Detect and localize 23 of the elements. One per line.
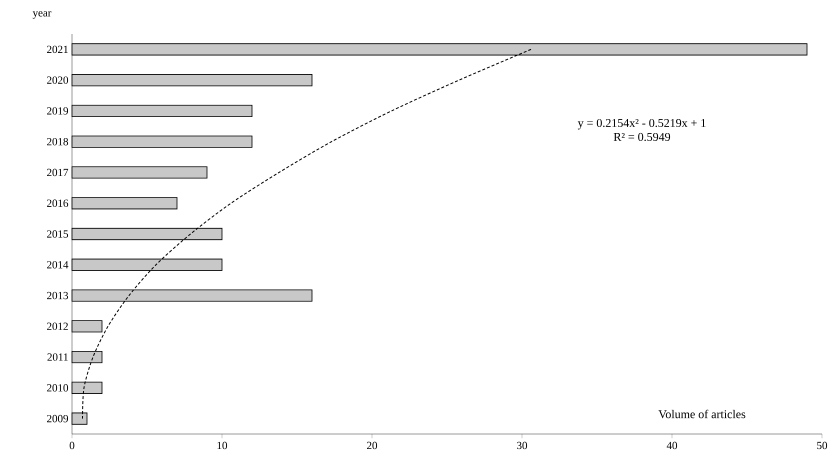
x-tick-label: 50 — [817, 442, 828, 450]
y-tick-label: 2019 — [47, 107, 68, 115]
y-tick-label: 2018 — [47, 138, 68, 146]
y-tick-label: 2009 — [47, 414, 68, 422]
y-tick-label: 2017 — [47, 168, 68, 176]
y-tick-label: 2021 — [47, 46, 68, 54]
x-tick-label: 40 — [666, 442, 678, 450]
x-tick-label: 10 — [217, 442, 228, 450]
annotation: R² = 0.5949 — [614, 132, 670, 142]
y-tick-label: 2010 — [47, 384, 68, 392]
y-tick-label: 2012 — [47, 322, 68, 330]
x-axis-title: Volume of articles — [658, 410, 746, 418]
y-tick-label: 2020 — [47, 76, 68, 84]
y-tick-label: 2011 — [47, 353, 68, 361]
x-tick-label: 0 — [70, 442, 74, 450]
y-tick-label: 2015 — [47, 230, 68, 238]
x-tick-label: 30 — [517, 442, 528, 450]
y-axis-title: year — [32, 11, 52, 19]
annotation: y = 0.2154x² - 0.5219x + 1 — [578, 118, 706, 130]
y-tick-label: 2013 — [47, 292, 68, 300]
x-tick-label: 20 — [367, 442, 378, 450]
y-tick-label: 2016 — [47, 200, 68, 207]
y-tick-label: 2014 — [47, 261, 68, 268]
